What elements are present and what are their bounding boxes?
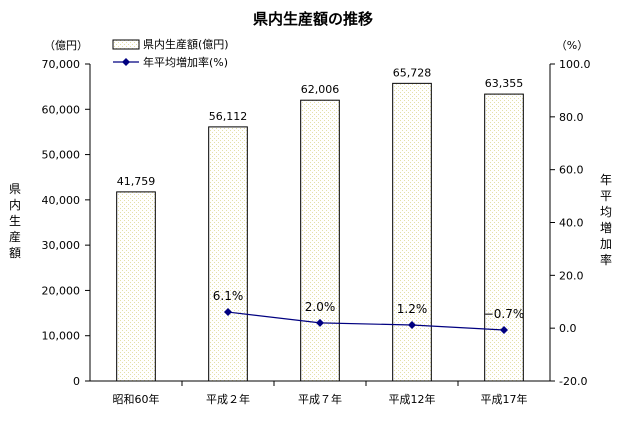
label-layer: 41,759 56,112 62,006 65,728 63,355 6.1% 2.0% 1.… [117,66,525,321]
bar-value-label: 41,759 [117,175,156,188]
left-axis-label: 額 [9,246,21,260]
right-tick-label: 80.0 [559,111,584,124]
bar-layer [116,82,524,382]
rate-point [500,326,508,335]
right-axis-label: 率 [600,252,612,267]
bar [300,99,340,382]
axes-layer: 0 10,000 20,000 30,000 40,000 50,000 60,000 70,… [9,58,612,406]
rate-value-label: 1.2% [397,302,428,316]
left-axis-unit: （億円） [44,39,88,52]
line-layer [224,308,508,335]
legend-label-line: 年平均増加率(%) [143,55,228,69]
legend: 県内生産額(億円) 年平均増加率(%) [112,37,229,69]
left-axis-label: 内 [9,198,21,212]
left-tick-label: 40,000 [42,194,81,207]
rate-point [224,308,232,317]
bar-value-label: 62,006 [301,83,340,96]
left-tick-label: 10,000 [42,330,81,343]
rate-value-label: −0.7% [484,307,525,321]
bar-value-label: 63,355 [485,77,524,90]
rate-point [316,318,324,327]
legend-swatch-marker [122,58,130,66]
x-tick-label: 平成２年 [206,392,250,406]
bar [208,126,248,382]
right-tick-label: 100.0 [559,58,591,71]
left-tick-label: 20,000 [42,284,81,297]
bar-value-label: 65,728 [393,66,432,79]
x-tick-label: 平成17年 [481,392,528,406]
bar [484,93,524,382]
rate-value-label: 2.0% [305,300,336,314]
left-axis-label: 県 [9,182,21,196]
right-tick-label: -20.0 [559,375,587,388]
bar [116,191,156,382]
bar-value-label: 56,112 [209,110,248,123]
rate-point [408,320,416,329]
rate-line [227,311,505,331]
right-tick-label: 0.0 [559,322,577,335]
left-tick-label: 30,000 [42,239,81,252]
left-tick-label: 0 [73,375,80,388]
right-axis-label: 年 [600,173,612,187]
rate-value-label: 6.1% [213,289,244,303]
x-tick-label: 平成12年 [389,392,436,406]
right-axis-label: 均 [600,205,612,219]
right-axis-label: 平 [600,189,612,203]
left-tick-label: 60,000 [42,103,81,116]
right-tick-label: 60.0 [559,164,584,177]
legend-label-bar: 県内生産額(億円) [143,37,229,51]
x-tick-label: 平成７年 [298,392,342,406]
x-tick-label: 昭和60年 [113,392,160,406]
chart-title: 県内生産額の推移 [253,10,373,28]
right-axis-label: 増 [600,221,612,235]
right-tick-label: 40.0 [559,217,584,230]
left-axis-label: 産 [9,229,21,244]
legend-swatch-bar [112,39,140,50]
bar [392,82,432,382]
left-axis-label: 生 [9,214,21,228]
left-tick-label: 50,000 [42,149,81,162]
left-tick-label: 70,000 [42,58,81,71]
right-tick-label: 20.0 [559,269,584,282]
right-axis-unit: （%） [556,39,588,52]
right-axis-label: 加 [600,237,612,251]
